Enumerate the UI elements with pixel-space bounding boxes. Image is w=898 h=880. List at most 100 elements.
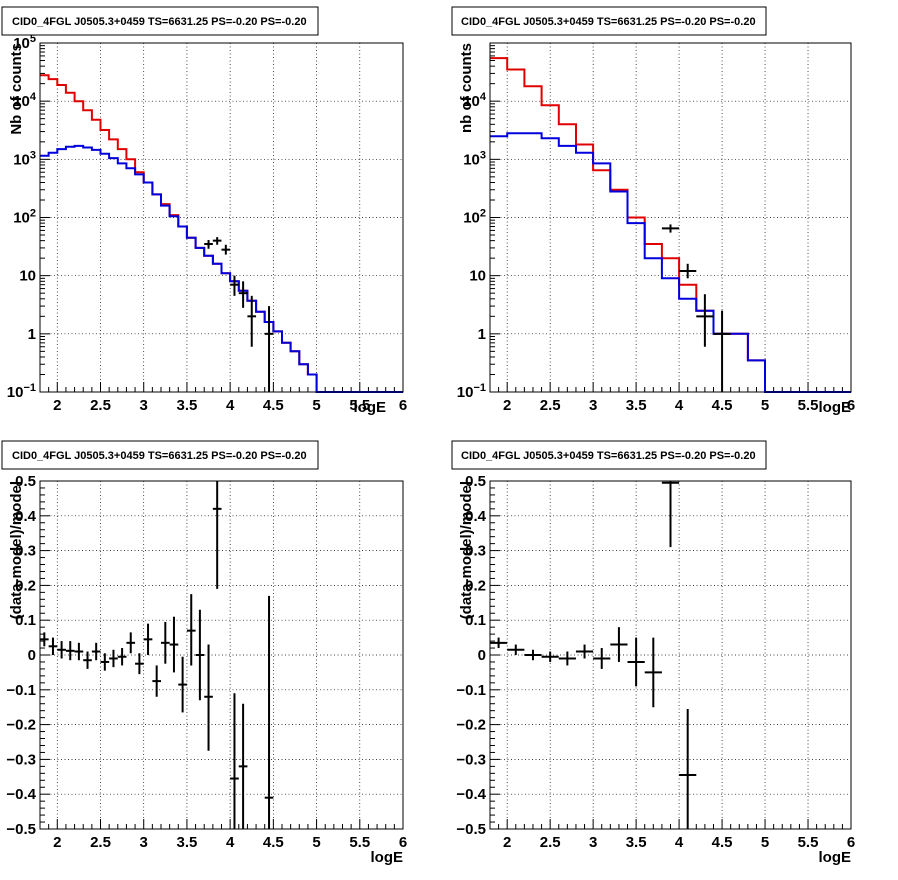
data-point — [109, 649, 118, 668]
panel-title: CID0_4FGL J0505.3+0459 TS=6631.25 PS=-0.… — [461, 16, 756, 28]
panel-title: CID0_4FGL J0505.3+0459 TS=6631.25 PS=-0.… — [12, 16, 307, 28]
x-axis-label: logE — [819, 849, 852, 866]
y-tick-label: 0.2 — [15, 577, 36, 594]
y-tick-label: 105 — [13, 33, 36, 52]
x-tick-label: 4 — [226, 397, 235, 414]
y-tick-label: −0.4 — [456, 786, 486, 803]
y-tick-label: 0.3 — [15, 543, 36, 560]
x-tick-label: 2 — [53, 397, 61, 414]
x-tick-label: 4.5 — [263, 397, 284, 414]
data-point — [264, 595, 274, 829]
y-tick-label: 0.1 — [465, 612, 486, 629]
data-point — [696, 294, 714, 347]
data-point — [238, 703, 248, 829]
y-tick-label: 103 — [13, 149, 36, 168]
x-tick-label: 5 — [312, 834, 320, 851]
data-point — [135, 653, 144, 675]
data-point — [524, 649, 542, 661]
x-tick-label: 6 — [847, 397, 855, 414]
y-tick-label: 0.5 — [465, 473, 486, 490]
y-tick-label: 103 — [463, 149, 486, 168]
x-tick-label: 3 — [589, 834, 597, 851]
plot-frame — [39, 480, 404, 830]
data-point — [490, 637, 508, 649]
data-point — [238, 281, 248, 308]
data-point — [83, 651, 92, 669]
data-point — [204, 240, 213, 249]
x-tick-label: 5.5 — [798, 834, 819, 851]
panel-title-box — [451, 440, 767, 470]
y-tick-label: −0.1 — [6, 682, 36, 699]
data-point — [57, 641, 66, 659]
data-point — [264, 306, 274, 392]
y-tick-label: 10 — [469, 268, 486, 285]
x-tick-label: 4.5 — [263, 834, 284, 851]
plot-frame — [39, 42, 404, 393]
y-tick-label: −0.2 — [456, 717, 486, 734]
y-tick-label: 0 — [478, 647, 486, 664]
data-point — [610, 627, 628, 662]
data-point — [178, 656, 187, 713]
y-axis-label: (data-model)/model — [458, 481, 475, 619]
y-tick-label: −0.1 — [456, 682, 486, 699]
y-tick-label: −0.3 — [6, 751, 36, 768]
y-tick-label: 0.1 — [15, 612, 36, 629]
total-model-histogram — [40, 74, 403, 393]
data-point — [575, 644, 594, 659]
x-tick-label: 2.5 — [540, 834, 561, 851]
data-point — [247, 295, 257, 347]
x-axis-label: logE — [819, 399, 852, 416]
y-tick-label: 0.3 — [465, 543, 486, 560]
data-point — [661, 481, 680, 548]
y-axis-label: (data-model)/model — [8, 481, 25, 619]
y-tick-label: 0.4 — [15, 508, 37, 525]
data-point — [230, 693, 239, 829]
x-tick-label: 5 — [312, 397, 320, 414]
x-tick-label: 6 — [399, 834, 407, 851]
top-right-counts-panel: CID0_4FGL J0505.3+0459 TS=6631.25 PS=-0.… — [451, 6, 855, 416]
x-tick-label: 4.5 — [712, 834, 733, 851]
data-point — [661, 224, 680, 233]
x-tick-label: 2.5 — [90, 397, 111, 414]
data-point — [593, 648, 611, 669]
plot-frame — [489, 480, 852, 830]
plot-frame — [489, 42, 852, 393]
y-axis-label: Nb of counts — [8, 43, 25, 135]
x-tick-label: 4 — [675, 397, 684, 414]
y-tick-label: 10−1 — [7, 382, 36, 401]
x-tick-label: 5.5 — [798, 397, 819, 414]
panel-title: CID0_4FGL J0505.3+0459 TS=6631.25 PS=-0.… — [12, 450, 307, 462]
y-tick-label: 102 — [13, 208, 36, 227]
y-tick-label: 1 — [478, 326, 486, 343]
data-point — [212, 481, 222, 589]
y-tick-label: −0.2 — [6, 717, 36, 734]
y-tick-label: 0.4 — [465, 508, 487, 525]
data-point — [143, 623, 153, 655]
x-tick-label: 3.5 — [626, 834, 647, 851]
panel-title: CID0_4FGL J0505.3+0459 TS=6631.25 PS=-0.… — [461, 450, 756, 462]
data-point — [100, 653, 110, 671]
data-point — [713, 310, 731, 392]
component-model-histogram — [40, 144, 403, 393]
x-axis-label: logE — [371, 849, 404, 866]
x-tick-label: 5.5 — [349, 834, 370, 851]
y-axis-label: nb of counts — [458, 43, 475, 133]
y-tick-label: 0.5 — [15, 473, 36, 490]
x-tick-label: 4 — [675, 834, 684, 851]
component-model-histogram — [490, 132, 851, 393]
data-point — [558, 651, 576, 666]
data-point — [627, 637, 645, 687]
x-tick-label: 2.5 — [540, 397, 561, 414]
y-tick-label: 104 — [13, 91, 37, 110]
x-tick-label: 5.5 — [349, 397, 370, 414]
data-point — [204, 644, 213, 751]
y-tick-label: 102 — [463, 208, 486, 227]
y-tick-label: −0.5 — [456, 821, 486, 838]
x-tick-label: 3 — [140, 397, 148, 414]
x-tick-label: 6 — [399, 397, 407, 414]
data-point — [65, 641, 75, 661]
data-point — [679, 263, 697, 279]
x-tick-label: 3 — [140, 834, 148, 851]
panel-title-box — [451, 6, 767, 36]
x-tick-label: 3.5 — [176, 397, 197, 414]
